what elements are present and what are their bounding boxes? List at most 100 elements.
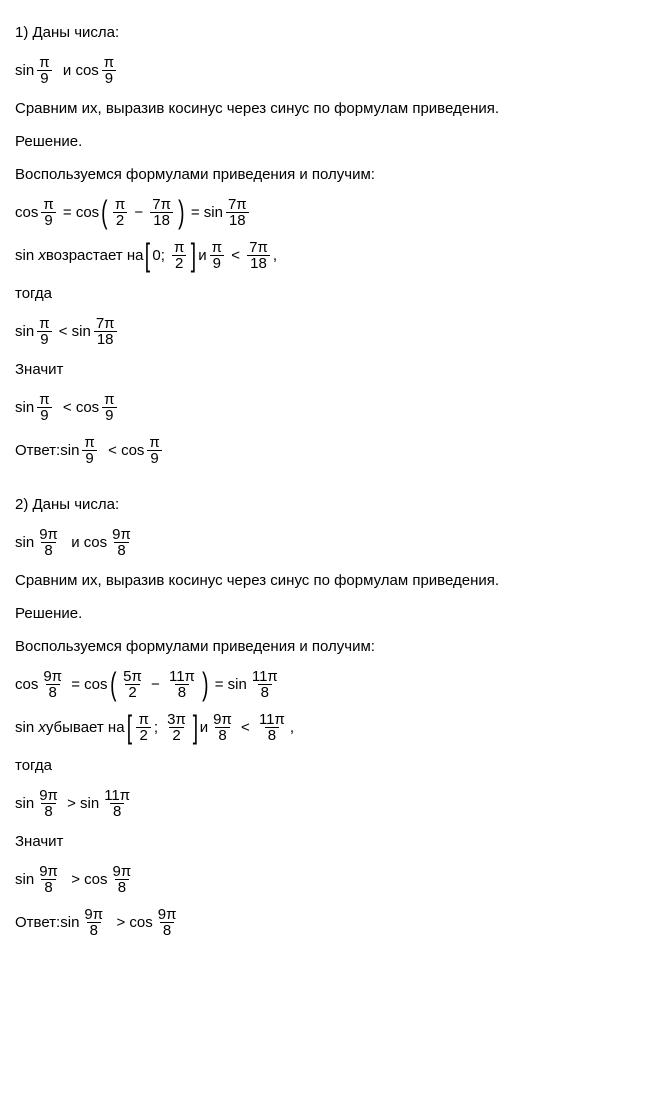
den: 9 [37, 331, 51, 347]
interval: [ 0 ; π 2 ] [143, 240, 198, 271]
den: 9 [41, 212, 55, 228]
label: Ответ: [15, 912, 60, 933]
fn: cos [15, 674, 38, 695]
part2-solution-label: Решение. [15, 603, 650, 624]
den: 8 [115, 879, 129, 895]
fn: cos [84, 869, 107, 890]
fn: sin [60, 440, 79, 461]
cos-expr: cos 9π 8 [84, 527, 136, 558]
lhs: cos 9π 8 [15, 669, 67, 700]
frac: 9π 8 [155, 907, 180, 938]
fn: sin [15, 60, 34, 81]
part2-ineq1: sin 9π 8 > sin 11π 8 [15, 788, 650, 819]
num: π [112, 197, 128, 212]
den: 9 [37, 407, 51, 423]
frac: 7π 18 [225, 197, 250, 228]
var: x [38, 245, 46, 266]
frac: π 9 [36, 55, 52, 86]
part2-ineq2: sin 9π 8 > cos 9π 8 [15, 864, 650, 895]
paren-open-icon: ( [101, 198, 107, 227]
num: 7π [225, 197, 250, 212]
den: 18 [150, 212, 173, 228]
frac: π 9 [81, 435, 97, 466]
part1-means: Значит [15, 359, 650, 380]
and: и [200, 717, 208, 738]
interval: [ π 2 ; 3π 2 ] [125, 712, 200, 743]
rhs: cos π 9 [121, 435, 165, 466]
conj: и [63, 60, 71, 81]
num: π [171, 240, 187, 255]
den: 9 [37, 70, 51, 86]
sin-expr: sin 9π 8 [15, 527, 63, 558]
frac: π 2 [112, 197, 128, 228]
frac: 5π 2 [120, 669, 145, 700]
text: Воспользуемся формулами приведения и пол… [15, 636, 375, 657]
part2-cos-transform: cos 9π 8 = cos ( 5π 2 − 11π 8 ) = sin 11… [15, 669, 650, 700]
den: 8 [41, 542, 55, 558]
den: 8 [110, 803, 124, 819]
fn: cos [121, 440, 144, 461]
lhs: sin 9π 8 [15, 788, 63, 819]
space [108, 912, 116, 933]
frac: π 2 [171, 240, 187, 271]
part2-given-expr: sin 9π 8 и cos 9π 8 [15, 527, 650, 558]
op: > [67, 793, 76, 814]
part1-sin-inc: sin x возрастает на [ 0 ; π 2 ] и π 9 < … [15, 240, 650, 271]
den: 8 [41, 803, 55, 819]
num: π [81, 435, 97, 450]
fn: cos [84, 532, 107, 553]
num: 9π [36, 527, 61, 542]
text: тогда [15, 283, 52, 304]
den: 2 [172, 255, 186, 271]
num: π [135, 712, 151, 727]
num: 11π [256, 712, 288, 727]
rhs: sin 11π 8 [228, 669, 283, 700]
eq: = [71, 674, 80, 695]
den: 8 [46, 684, 60, 700]
space [143, 202, 147, 223]
den: 2 [125, 684, 139, 700]
fn: sin [80, 793, 99, 814]
compare: π 9 < 7π 18 [207, 240, 273, 271]
num: 9π [155, 907, 180, 922]
fn: cos [76, 397, 99, 418]
den: 2 [169, 727, 183, 743]
eq: = [215, 674, 224, 695]
den: 9 [147, 450, 161, 466]
frac: π 9 [36, 316, 52, 347]
lhs: sin 9π 8 [15, 864, 63, 895]
and: и [198, 245, 206, 266]
fn: sin [15, 717, 34, 738]
text: Значит [15, 831, 63, 852]
lhs: sin π 9 [15, 316, 55, 347]
frac: 11π 8 [166, 669, 198, 700]
space [240, 245, 244, 266]
frac: π 9 [101, 392, 117, 423]
comma: , [273, 245, 277, 266]
den: 9 [102, 407, 116, 423]
fn: sin [60, 912, 79, 933]
fn: sin [72, 321, 91, 342]
fn: sin [15, 532, 34, 553]
num: 11π [249, 669, 281, 684]
den: 8 [258, 684, 272, 700]
fn: sin [15, 321, 34, 342]
frac: 3π 2 [164, 712, 189, 743]
fn: sin [15, 397, 34, 418]
paren-close-icon: ) [178, 198, 184, 227]
frac: 9π 8 [81, 907, 106, 938]
part1-ineq1: sin π 9 < sin 7π 18 [15, 316, 650, 347]
part1-cos-transform: cos π 9 = cos ( π 2 − 7π 18 ) = sin 7π 1… [15, 197, 650, 228]
frac: 7π 18 [93, 316, 118, 347]
den: 18 [226, 212, 249, 228]
fn: sin [15, 245, 34, 266]
paren-close-icon: ) [202, 670, 208, 699]
frac: π 9 [36, 392, 52, 423]
fn: cos [129, 912, 152, 933]
frac: 7π 18 [246, 240, 271, 271]
minus: − [134, 202, 143, 223]
den: 2 [113, 212, 127, 228]
sin-expr: sin π 9 [15, 55, 55, 86]
frac: 9π 8 [110, 864, 135, 895]
frac: 9π 8 [36, 864, 61, 895]
